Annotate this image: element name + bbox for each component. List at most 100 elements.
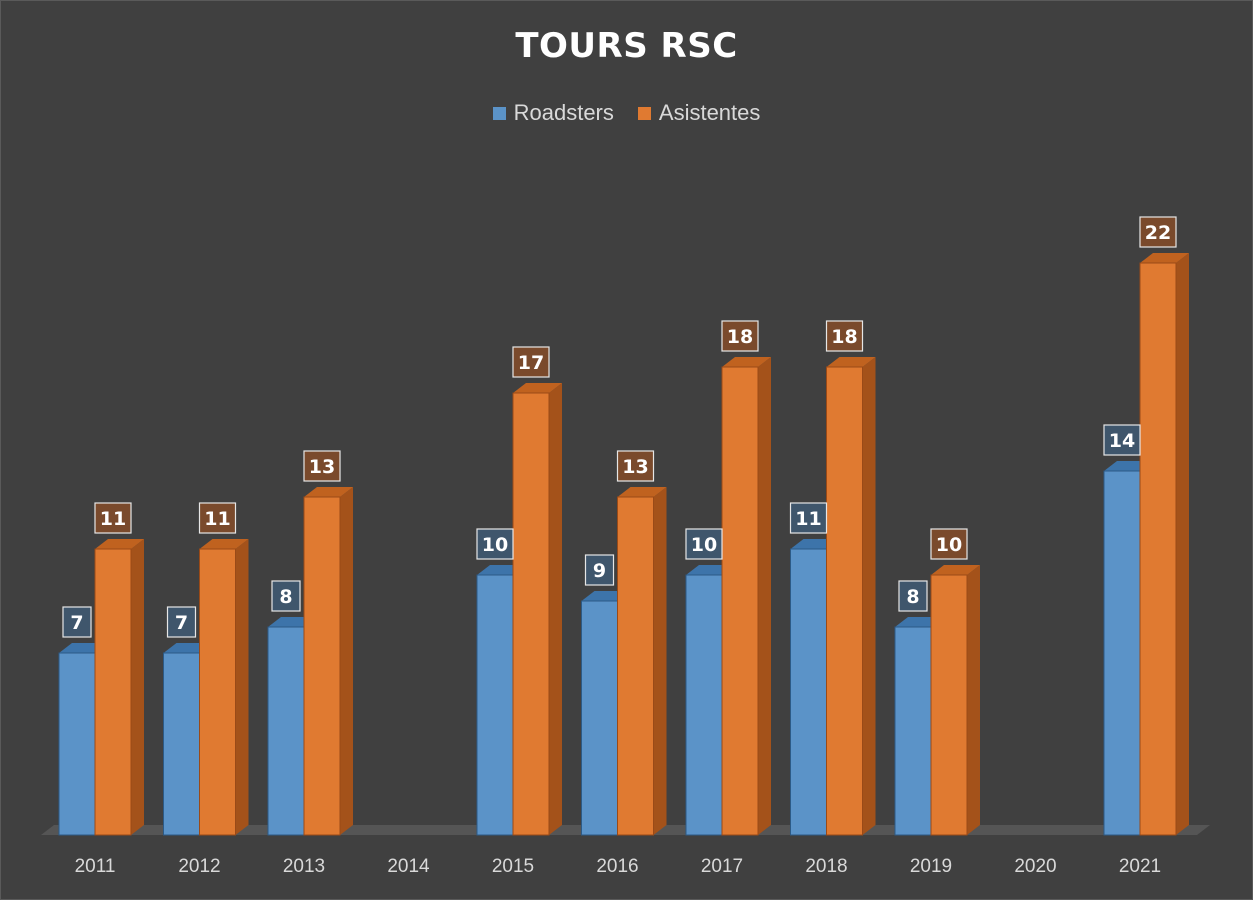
data-label-text: 10 [691,534,717,556]
bar-top [617,487,667,497]
bar-front [58,652,96,836]
x-tick-label-2015: 2015 [492,856,534,877]
data-label-text: 8 [279,586,292,608]
x-tick-label-2019: 2019 [910,856,952,877]
data-label-box [512,346,550,378]
bar-front [512,392,550,836]
data-label-text: 9 [593,560,606,582]
data-label-box [616,450,655,482]
bar-front [790,548,827,836]
data-label-box [94,502,132,534]
bar-top [304,487,353,497]
bar-front [199,548,236,836]
data-label-text: 22 [1145,222,1171,244]
data-label-text: 8 [906,586,919,608]
data-label-box [303,450,341,482]
legend-swatch-asistentes [637,106,651,120]
bar-top [199,539,249,549]
data-label-text: 13 [622,456,648,478]
data-label-box [1139,216,1177,248]
x-tick-label-2011: 2011 [75,856,116,877]
data-label-asistentes-2019: 10 [930,528,968,560]
bar-asistentes-2016 [617,487,667,836]
bar-front [581,600,618,836]
data-label-box [584,554,615,586]
data-label-asistentes-2012: 11 [198,502,237,534]
bar-side [549,383,562,835]
data-label-roadsters-2012: 7 [166,606,197,638]
bar-side [653,487,667,835]
data-label-box [825,320,864,352]
bar-side [862,357,876,835]
data-label-asistentes-2017: 18 [721,320,759,352]
bar-front [685,574,723,836]
bar-asistentes-2012 [199,539,249,836]
bar-top [931,565,980,575]
legend-swatch-roadsters [492,106,506,120]
legend: Roadsters Asistentes [0,100,1253,126]
data-label-text: 13 [309,456,335,478]
data-label-text: 11 [204,508,230,530]
data-label-roadsters-2016: 9 [584,554,615,586]
data-label-text: 11 [100,508,126,530]
data-label-text: 10 [936,534,962,556]
data-label-text: 10 [482,534,508,556]
data-label-asistentes-2011: 11 [94,502,132,534]
data-label-box [789,502,828,534]
bar-front [721,366,759,836]
bar-asistentes-2015 [512,383,562,836]
bar-front [894,626,932,836]
data-label-box [62,606,92,638]
bar-asistentes-2011 [94,539,144,836]
data-label-roadsters-2015: 10 [476,528,514,560]
legend-item-asistentes: Asistentes [637,100,761,126]
bar-asistentes-2019 [930,565,980,836]
x-tick-label-2012: 2012 [178,856,220,877]
bar-front [303,496,341,836]
data-label-box [198,502,237,534]
x-tick-label-2017: 2017 [701,856,743,877]
data-label-roadsters-2021: 14 [1103,424,1141,456]
bar-front [930,574,968,836]
bar-top [95,539,144,549]
bar-top [722,357,771,367]
data-label-asistentes-2021: 22 [1139,216,1177,248]
bar-front [617,496,654,836]
data-label-roadsters-2019: 8 [898,580,928,612]
bar-front [826,366,863,836]
bar-side [131,539,144,835]
bar-front [163,652,200,836]
data-label-box [1103,424,1141,456]
data-label-box [930,528,968,560]
data-label-asistentes-2015: 17 [512,346,550,378]
bar-side [758,357,771,835]
data-label-asistentes-2013: 13 [303,450,341,482]
bar-asistentes-2021 [1139,253,1189,836]
data-label-text: 7 [70,612,83,634]
data-label-asistentes-2018: 18 [825,320,864,352]
legend-label-asistentes: Asistentes [658,100,761,125]
data-label-roadsters-2013: 8 [271,580,301,612]
data-label-text: 11 [795,508,821,530]
data-label-roadsters-2011: 7 [62,606,92,638]
bar-front [1103,470,1141,836]
bar-top [826,357,876,367]
x-tick-label-2016: 2016 [596,856,638,877]
bar-asistentes-2017 [721,357,771,836]
data-label-box [166,606,197,638]
data-label-text: 14 [1109,430,1135,452]
bar-front [476,574,514,836]
legend-label-roadsters: Roadsters [513,100,614,125]
data-label-text: 7 [175,612,188,634]
x-tick-label-2020: 2020 [1014,856,1056,877]
bar-side [1176,253,1189,835]
bar-side [235,539,249,835]
data-label-asistentes-2016: 13 [616,450,655,482]
data-label-box [476,528,514,560]
data-label-text: 17 [518,352,544,374]
bar-front [1139,262,1177,836]
x-tick-label-2013: 2013 [283,856,325,877]
data-label-roadsters-2018: 11 [789,502,828,534]
x-tick-label-2021: 2021 [1119,856,1161,877]
